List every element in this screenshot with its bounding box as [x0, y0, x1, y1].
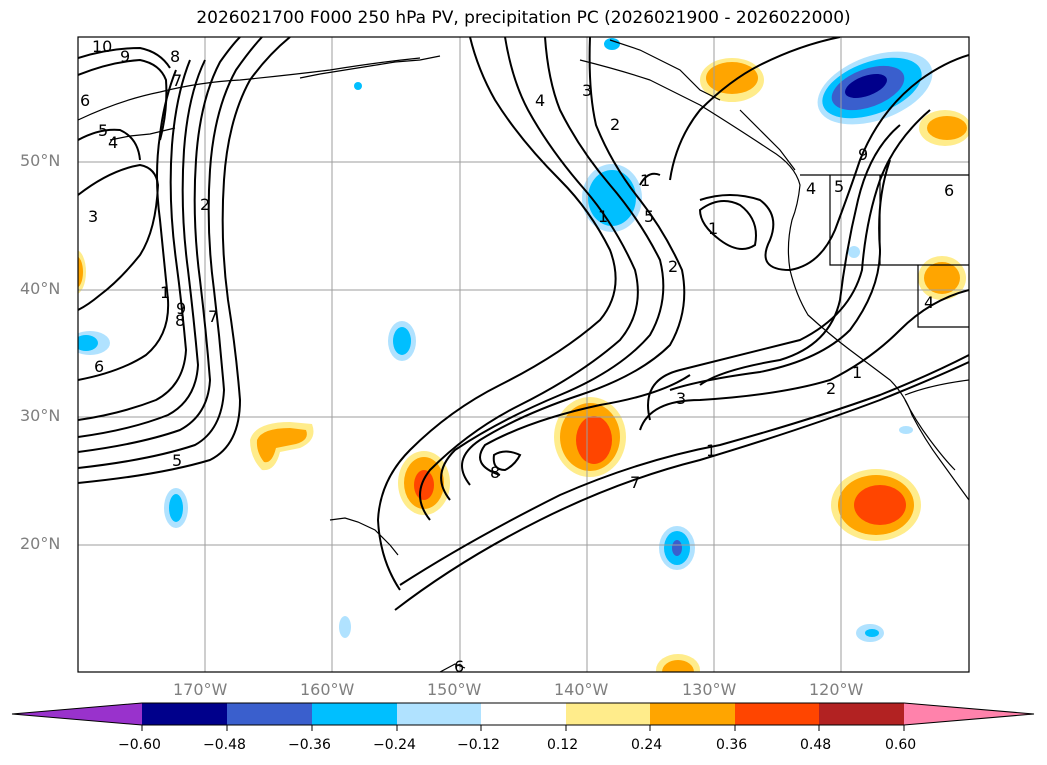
contour-label: 2 — [826, 379, 836, 398]
colorbar-segment — [142, 703, 227, 725]
colorbar-segment — [819, 703, 904, 725]
colorbar-segment — [481, 703, 566, 725]
precipitation-shading — [78, 38, 969, 672]
contour-label: 1 — [160, 283, 170, 302]
contour-label: 9 — [120, 47, 130, 66]
contour-label: 5 — [834, 177, 844, 196]
colorbar-tick-label: 0.36 — [716, 737, 748, 753]
contour-label: 4 — [108, 133, 118, 152]
lon-label-140w: 140°W — [554, 680, 609, 699]
contour-label: 6 — [80, 91, 90, 110]
lon-label-170w: 170°W — [173, 680, 228, 699]
colorbar-segment — [566, 703, 650, 725]
contour-label: 7 — [208, 307, 218, 326]
contour-label: 8 — [490, 463, 500, 482]
colorbar-segment — [312, 703, 397, 725]
colorbar-segment — [227, 703, 312, 725]
colorbar-tick-label: −0.36 — [288, 737, 331, 753]
contour-labels: 10 9 8 7 6 5 4 3 2 1 9 8 7 6 5 4 3 2 1 5… — [80, 37, 954, 676]
coastlines — [78, 39, 969, 672]
contour-label: 1 — [706, 441, 716, 460]
contour-label: 8 — [170, 47, 180, 66]
colorbar-extend-min — [12, 703, 142, 725]
map-area — [78, 37, 969, 672]
contour-label: 2 — [200, 195, 210, 214]
colorbar-tick-label: −0.60 — [118, 737, 161, 753]
lat-label-50n: 50°N — [20, 151, 61, 170]
colorbar-segment — [735, 703, 819, 725]
lon-label-130w: 130°W — [682, 680, 737, 699]
contour-label: 3 — [676, 389, 686, 408]
contour-label: 10 — [92, 37, 112, 56]
colorbar-extend-max — [904, 703, 1034, 725]
lon-label-160w: 160°W — [300, 680, 355, 699]
colorbar-tick-label: 0.12 — [547, 737, 579, 753]
contour-label: 4 — [806, 179, 816, 198]
contour-label: 4 — [535, 91, 545, 110]
contour-label: 6 — [944, 181, 954, 200]
contour-label: 1 — [852, 363, 862, 382]
colorbar-tick-label: 0.24 — [631, 737, 663, 753]
colorbar-tick-label: −0.24 — [373, 737, 416, 753]
colorbar-tick-label: 0.60 — [885, 737, 917, 753]
contour-label: 2 — [668, 257, 678, 276]
contour-label: 5 — [172, 451, 182, 470]
colorbar-segment — [397, 703, 481, 725]
colorbar-tick-label: 0.48 — [800, 737, 832, 753]
contour-label: 6 — [454, 657, 464, 676]
contour-label: 3 — [88, 207, 98, 226]
contour-label: 7 — [172, 71, 182, 90]
pv-contours — [78, 37, 969, 611]
colorbar-tick-label: −0.48 — [203, 737, 246, 753]
contour-label: 1 — [598, 207, 608, 226]
contour-label: 9 — [858, 145, 868, 164]
contour-label: 8 — [175, 311, 185, 330]
lon-label-150w: 150°W — [427, 680, 482, 699]
contour-label: 2 — [610, 115, 620, 134]
contour-label: 1 — [640, 171, 650, 190]
contour-label: 5 — [98, 121, 108, 140]
contour-label: 7 — [630, 473, 640, 492]
lat-label-40n: 40°N — [20, 279, 61, 298]
contour-label: 1 — [708, 219, 718, 238]
map-title: 2026021700 F000 250 hPa PV, precipitatio… — [196, 8, 851, 28]
contour-label: 9 — [176, 299, 186, 318]
lat-label-20n: 20°N — [20, 534, 61, 553]
contour-label: 5 — [644, 207, 654, 226]
contour-label: 3 — [582, 81, 592, 100]
contour-label: 4 — [924, 293, 934, 312]
lat-label-30n: 30°N — [20, 406, 61, 425]
map-border — [77, 36, 970, 673]
colorbar — [11, 702, 1035, 731]
lon-label-120w: 120°W — [809, 680, 864, 699]
colorbar-tick-label: −0.12 — [457, 737, 500, 753]
contour-label: 6 — [94, 357, 104, 376]
colorbar-segment — [650, 703, 735, 725]
